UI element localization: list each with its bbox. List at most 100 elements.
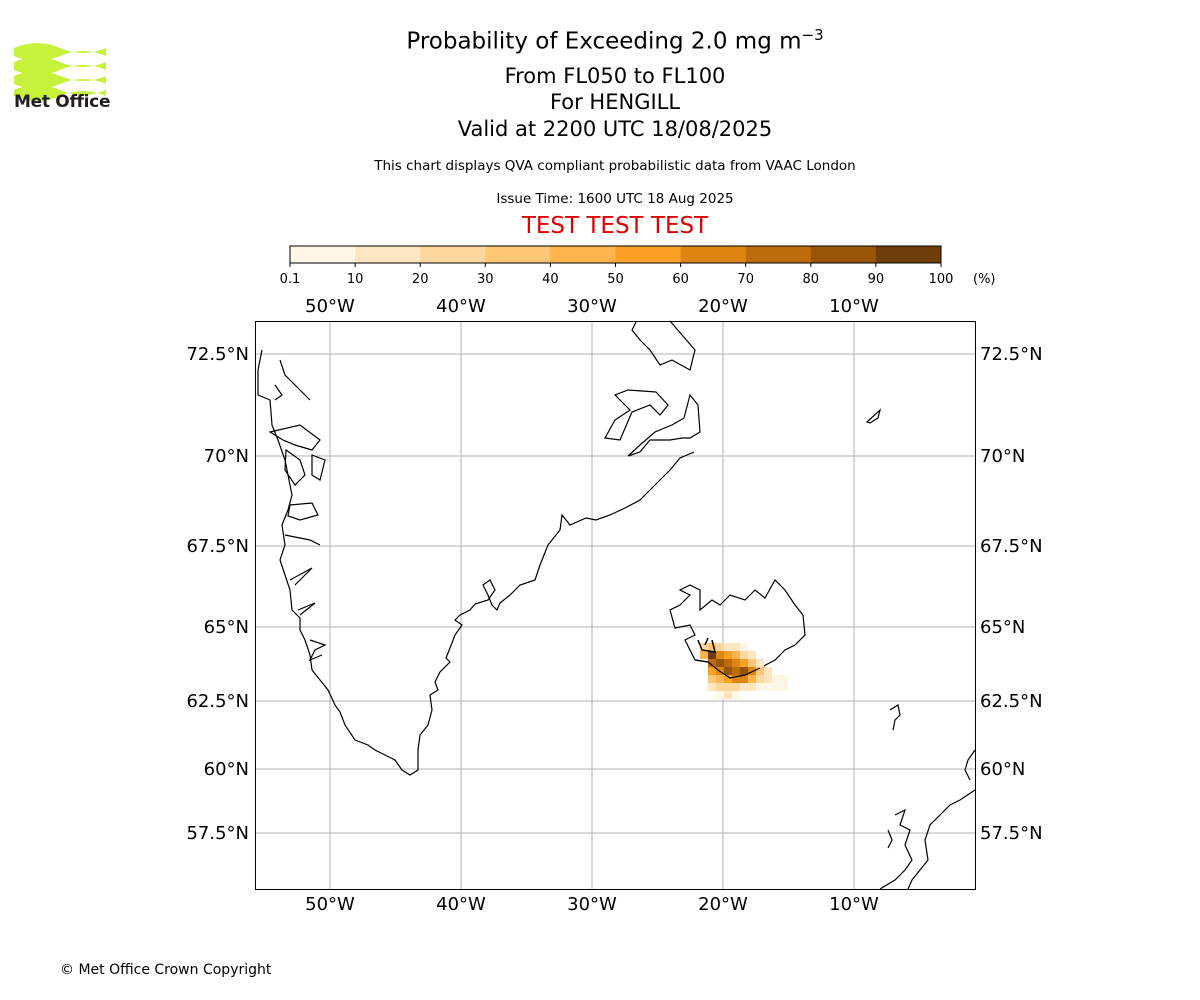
plume-cell bbox=[716, 651, 724, 659]
plume-cell bbox=[724, 659, 732, 667]
plume-cell bbox=[732, 659, 740, 667]
plume-cell bbox=[740, 659, 748, 667]
longitude-label: 10°W bbox=[829, 296, 879, 317]
chart-title: Probability of Exceeding 2.0 mg m−3 bbox=[406, 26, 824, 55]
greenland-coastline bbox=[257, 320, 701, 776]
iceland-coastline bbox=[669, 579, 806, 679]
colorbar-tick-label: 80 bbox=[803, 272, 820, 287]
plume-cell bbox=[708, 659, 716, 667]
plume-cell bbox=[708, 667, 716, 675]
latitude-label: 65°N bbox=[980, 617, 1025, 638]
plume-cell bbox=[756, 675, 764, 683]
plume-cell bbox=[756, 683, 764, 691]
plume-cell bbox=[740, 667, 748, 675]
colorbar-unit: (%) bbox=[973, 272, 996, 287]
colorbar-tick-label: 90 bbox=[868, 272, 885, 287]
plume-cell bbox=[748, 675, 756, 683]
plume-cell bbox=[716, 691, 724, 699]
met-office-logo-icon bbox=[14, 43, 106, 101]
plume-cell bbox=[716, 659, 724, 667]
plume-cell bbox=[748, 667, 756, 675]
plume-cell bbox=[708, 643, 716, 651]
latitude-label: 60°N bbox=[980, 759, 1025, 780]
latitude-labels-right: 72.5°N 70°N 67.5°N 65°N 62.5°N 60°N 57.5°N bbox=[980, 344, 1043, 844]
colorbar-tick-label: 40 bbox=[542, 272, 559, 287]
colorbar-segment bbox=[615, 246, 682, 263]
latitude-label: 57.5°N bbox=[186, 823, 249, 844]
latitude-label: 67.5°N bbox=[980, 536, 1043, 557]
longitude-label: 50°W bbox=[305, 894, 355, 915]
colorbar-tick-label: 50 bbox=[607, 272, 624, 287]
copyright-notice: © Met Office Crown Copyright bbox=[60, 962, 272, 978]
chart-description: This chart displays QVA compliant probab… bbox=[374, 158, 856, 174]
latitude-label: 72.5°N bbox=[186, 344, 249, 365]
longitude-label: 10°W bbox=[829, 894, 879, 915]
colorbar-tick-label: 70 bbox=[737, 272, 754, 287]
colorbar-segment bbox=[355, 246, 421, 263]
north-atlantic-islands bbox=[865, 408, 901, 731]
plume-cell bbox=[732, 651, 740, 659]
longitude-label: 30°W bbox=[567, 296, 617, 317]
latitude-label: 70°N bbox=[980, 446, 1025, 467]
latitude-label: 60°N bbox=[204, 759, 249, 780]
plume-cell bbox=[780, 683, 788, 691]
plume-cell bbox=[700, 643, 708, 651]
colorbar-tick-label: 10 bbox=[347, 272, 364, 287]
plume-cell bbox=[700, 651, 708, 659]
latitude-label: 62.5°N bbox=[186, 691, 249, 712]
latitude-labels-left: 72.5°N 70°N 67.5°N 65°N 62.5°N 60°N 57.5°N bbox=[186, 344, 249, 844]
plume-cell bbox=[708, 675, 716, 683]
plume-cell bbox=[724, 651, 732, 659]
scotland-coastline bbox=[879, 749, 976, 890]
latitude-label: 62.5°N bbox=[980, 691, 1043, 712]
iceland-south-coast bbox=[694, 659, 761, 679]
colorbar-segment bbox=[420, 246, 486, 263]
colorbar-tick-label: 0.1 bbox=[280, 272, 301, 287]
longitude-label: 20°W bbox=[698, 894, 748, 915]
plume-cell bbox=[756, 667, 764, 675]
ash-probability-plume bbox=[694, 637, 788, 699]
longitude-label: 50°W bbox=[305, 296, 355, 317]
reykjanes-coast bbox=[697, 637, 717, 653]
plume-cell bbox=[748, 683, 756, 691]
colorbar-segment bbox=[810, 246, 877, 263]
longitude-label: 20°W bbox=[698, 296, 748, 317]
flight-levels: From FL050 to FL100 bbox=[504, 64, 726, 88]
latitude-label: 70°N bbox=[204, 446, 249, 467]
plume-cell bbox=[732, 643, 740, 651]
longitude-labels-bottom: 50°W 40°W 30°W 20°W 10°W bbox=[305, 894, 879, 915]
plume-cell bbox=[764, 675, 772, 683]
plume-cell bbox=[724, 643, 732, 651]
plume-cell bbox=[724, 683, 732, 691]
colorbar-segment bbox=[290, 246, 356, 263]
plume-cell bbox=[708, 651, 716, 659]
plume-cell bbox=[740, 651, 748, 659]
plume-cell bbox=[716, 683, 724, 691]
plume-cell bbox=[748, 651, 756, 659]
plume-cell bbox=[732, 667, 740, 675]
plume-cell bbox=[772, 683, 780, 691]
longitude-label: 40°W bbox=[436, 894, 486, 915]
longitude-label: 40°W bbox=[436, 296, 486, 317]
colorbar: 0.1 10 20 30 40 50 60 70 80 90 100 (%) bbox=[280, 245, 996, 287]
plume-cell bbox=[708, 683, 716, 691]
plume-cell bbox=[716, 643, 724, 651]
plume-cell bbox=[716, 675, 724, 683]
latitude-label: 57.5°N bbox=[980, 823, 1043, 844]
colorbar-segment bbox=[745, 246, 812, 263]
colorbar-segment bbox=[485, 246, 551, 263]
plume-cell bbox=[780, 675, 788, 683]
test-banner: TEST TEST TEST bbox=[521, 213, 709, 239]
colorbar-tick-label: 60 bbox=[672, 272, 689, 287]
plume-cell bbox=[724, 667, 732, 675]
plume-cell bbox=[732, 683, 740, 691]
plume-cell bbox=[772, 675, 780, 683]
issue-time: Issue Time: 1600 UTC 18 Aug 2025 bbox=[496, 191, 734, 207]
plume-cell bbox=[764, 667, 772, 675]
map-panel bbox=[255, 320, 976, 890]
plume-cell bbox=[748, 659, 756, 667]
plume-cell bbox=[732, 675, 740, 683]
colorbar-segment bbox=[875, 246, 942, 263]
valid-time: Valid at 2200 UTC 18/08/2025 bbox=[457, 117, 773, 141]
